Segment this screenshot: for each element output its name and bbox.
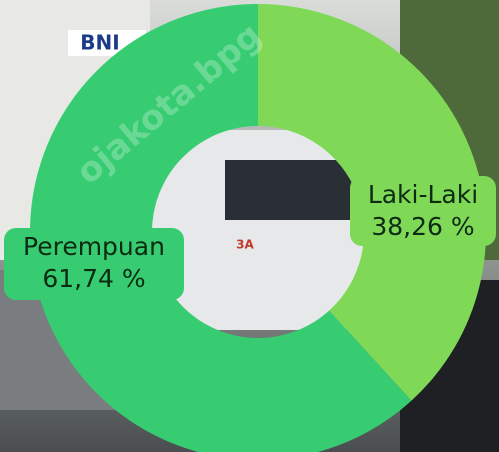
bus-number: 3A <box>236 238 254 252</box>
value-label: 38,26 % <box>371 212 474 241</box>
value-label: 61,74 % <box>42 264 145 293</box>
chart: BNI 3A ojakota.bpg Laki-Laki38,26 %Perem… <box>0 0 499 452</box>
category-label: Laki-Laki <box>368 180 478 209</box>
sign-text: BNI <box>80 31 119 55</box>
bus-window <box>225 160 355 220</box>
category-label: Perempuan <box>23 232 165 261</box>
